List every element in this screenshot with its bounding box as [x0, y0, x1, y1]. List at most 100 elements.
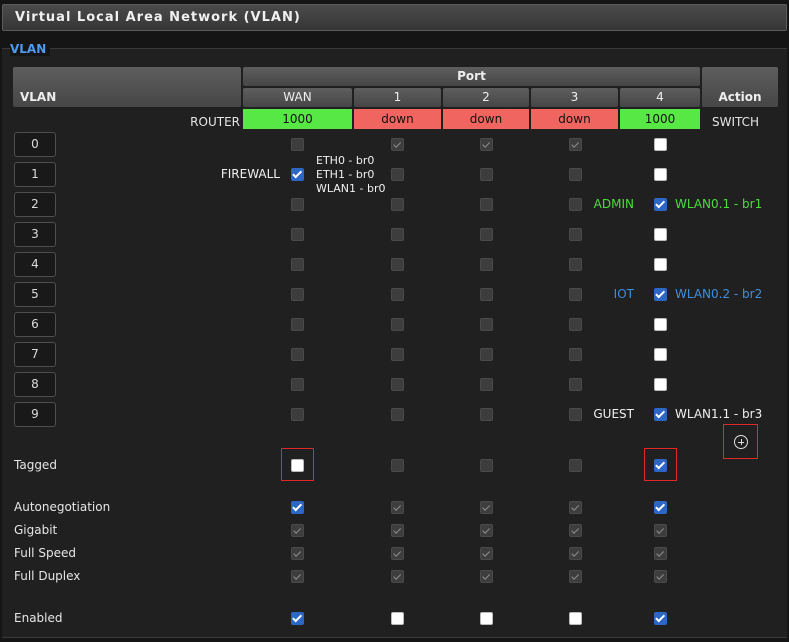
full-speed-label: Full Speed	[14, 546, 76, 560]
full-duplex-port-wan-checkbox	[291, 570, 304, 583]
vlan-6-port-wan-checkbox[interactable]	[291, 318, 304, 331]
vlan-2-port-3-checkbox[interactable]	[569, 198, 582, 211]
vlan-4-port-1-checkbox[interactable]	[391, 258, 404, 271]
tagged-port4-highlight	[644, 448, 677, 481]
vlan-0-port-wan-checkbox[interactable]	[291, 138, 304, 151]
vlan-7-port-3-checkbox[interactable]	[569, 348, 582, 361]
vlan-1-port-1-checkbox[interactable]	[391, 168, 404, 181]
vlan-7-port-1-checkbox[interactable]	[391, 348, 404, 361]
enabled-port-4-checkbox[interactable]	[654, 612, 667, 625]
vlan-id-4[interactable]: 4	[14, 252, 56, 277]
vlan-id-5[interactable]: 5	[14, 282, 56, 307]
vlan-1-port-2-checkbox[interactable]	[480, 168, 493, 181]
vlan-6-port-1-checkbox[interactable]	[391, 318, 404, 331]
vlan-5-port-2-checkbox[interactable]	[480, 288, 493, 301]
vlan-6-port-4-checkbox[interactable]	[654, 318, 667, 331]
vlan-id-0[interactable]: 0	[14, 132, 56, 157]
tagged-port-1-checkbox[interactable]	[391, 459, 404, 472]
port-status-1: down	[354, 109, 441, 129]
port-status-4: 1000	[620, 109, 700, 129]
vlan-9-port-4-checkbox[interactable]	[654, 408, 667, 421]
vlan-6-port-3-checkbox[interactable]	[569, 318, 582, 331]
full-duplex-port-3-checkbox	[569, 570, 582, 583]
tagged-port-2-checkbox[interactable]	[480, 459, 493, 472]
autonegotiation-port-4-checkbox[interactable]	[654, 501, 667, 514]
vlan-2-port-wan-checkbox[interactable]	[291, 198, 304, 211]
enabled-port-3-checkbox[interactable]	[569, 612, 582, 625]
gigabit-port-1-checkbox	[391, 524, 404, 537]
tagged-wan-highlight	[281, 448, 314, 481]
tagged-port-4-checkbox[interactable]	[654, 459, 667, 472]
vlan-4-port-3-checkbox[interactable]	[569, 258, 582, 271]
vlan-8-port-3-checkbox[interactable]	[569, 378, 582, 391]
vlan-9-port-1-checkbox[interactable]	[391, 408, 404, 421]
vlan-1-port-3-checkbox[interactable]	[569, 168, 582, 181]
vlan-5-name-label: IOT	[613, 287, 634, 301]
vlan-1-bridge-0: ETH0 - br0	[316, 154, 375, 167]
full-speed-port-4-checkbox	[654, 547, 667, 560]
autonegotiation-port-1-checkbox	[391, 501, 404, 514]
vlan-id-1[interactable]: 1	[14, 162, 56, 187]
vlan-7-port-2-checkbox[interactable]	[480, 348, 493, 361]
vlan-1-bridge-2: WLAN1 - br0	[316, 182, 386, 195]
vlan-id-2[interactable]: 2	[14, 192, 56, 217]
port-header-1: 1	[354, 88, 441, 107]
port-status-2: down	[443, 109, 529, 129]
gigabit-label: Gigabit	[14, 523, 58, 537]
vlan-7-port-4-checkbox[interactable]	[654, 348, 667, 361]
port-header-4: 4	[620, 88, 700, 107]
enabled-port-2-checkbox[interactable]	[480, 612, 493, 625]
vlan-id-3[interactable]: 3	[14, 222, 56, 247]
vlan-id-8[interactable]: 8	[14, 372, 56, 397]
vlan-5-port-wan-checkbox[interactable]	[291, 288, 304, 301]
vlan-3-port-1-checkbox[interactable]	[391, 228, 404, 241]
autonegotiation-port-wan-checkbox[interactable]	[291, 501, 304, 514]
vlan-id-6[interactable]: 6	[14, 312, 56, 337]
port-header-wan: WAN	[243, 88, 352, 107]
action-column-header: Action	[702, 67, 778, 107]
full-speed-port-1-checkbox	[391, 547, 404, 560]
vlan-8-port-2-checkbox[interactable]	[480, 378, 493, 391]
vlan-9-bridge-label: WLAN1.1 - br3	[675, 407, 763, 421]
vlan-id-7[interactable]: 7	[14, 342, 56, 367]
vlan-6-port-2-checkbox[interactable]	[480, 318, 493, 331]
vlan-8-port-wan-checkbox[interactable]	[291, 378, 304, 391]
vlan-4-port-wan-checkbox[interactable]	[291, 258, 304, 271]
vlan-9-port-3-checkbox[interactable]	[569, 408, 582, 421]
vlan-3-port-wan-checkbox[interactable]	[291, 228, 304, 241]
vlan-8-port-4-checkbox[interactable]	[654, 378, 667, 391]
full-duplex-port-1-checkbox	[391, 570, 404, 583]
vlan-2-port-4-checkbox[interactable]	[654, 198, 667, 211]
vlan-4-port-2-checkbox[interactable]	[480, 258, 493, 271]
port-status-wan: 1000	[243, 109, 352, 129]
vlan-8-port-1-checkbox[interactable]	[391, 378, 404, 391]
tagged-port-wan-checkbox[interactable]	[291, 459, 304, 472]
vlan-2-port-1-checkbox[interactable]	[391, 198, 404, 211]
add-vlan-button[interactable]	[723, 424, 758, 459]
vlan-0-port-1-checkbox	[391, 138, 404, 151]
vlan-5-port-4-checkbox[interactable]	[654, 288, 667, 301]
vlan-9-port-2-checkbox[interactable]	[480, 408, 493, 421]
vlan-9-port-wan-checkbox[interactable]	[291, 408, 304, 421]
vlan-5-port-1-checkbox[interactable]	[391, 288, 404, 301]
vlan-1-port-4-checkbox[interactable]	[654, 168, 667, 181]
vlan-3-port-4-checkbox[interactable]	[654, 228, 667, 241]
tagged-port-3-checkbox[interactable]	[569, 459, 582, 472]
vlan-1-port-wan-checkbox[interactable]	[291, 168, 304, 181]
section-legend: VLAN	[10, 42, 51, 56]
port-header-3: 3	[531, 88, 618, 107]
switch-label: SWITCH	[712, 115, 760, 129]
page-title: Virtual Local Area Network (VLAN)	[15, 10, 301, 25]
vlan-3-port-2-checkbox[interactable]	[480, 228, 493, 241]
vlan-3-port-3-checkbox[interactable]	[569, 228, 582, 241]
vlan-2-port-2-checkbox[interactable]	[480, 198, 493, 211]
enabled-port-wan-checkbox[interactable]	[291, 612, 304, 625]
vlan-0-port-4-checkbox[interactable]	[654, 138, 667, 151]
vlan-0-port-2-checkbox	[480, 138, 493, 151]
vlan-4-port-4-checkbox[interactable]	[654, 258, 667, 271]
enabled-port-1-checkbox[interactable]	[391, 612, 404, 625]
vlan-id-9[interactable]: 9	[14, 402, 56, 427]
vlan-2-bridge-label: WLAN0.1 - br1	[675, 197, 763, 211]
vlan-5-port-3-checkbox[interactable]	[569, 288, 582, 301]
vlan-7-port-wan-checkbox[interactable]	[291, 348, 304, 361]
